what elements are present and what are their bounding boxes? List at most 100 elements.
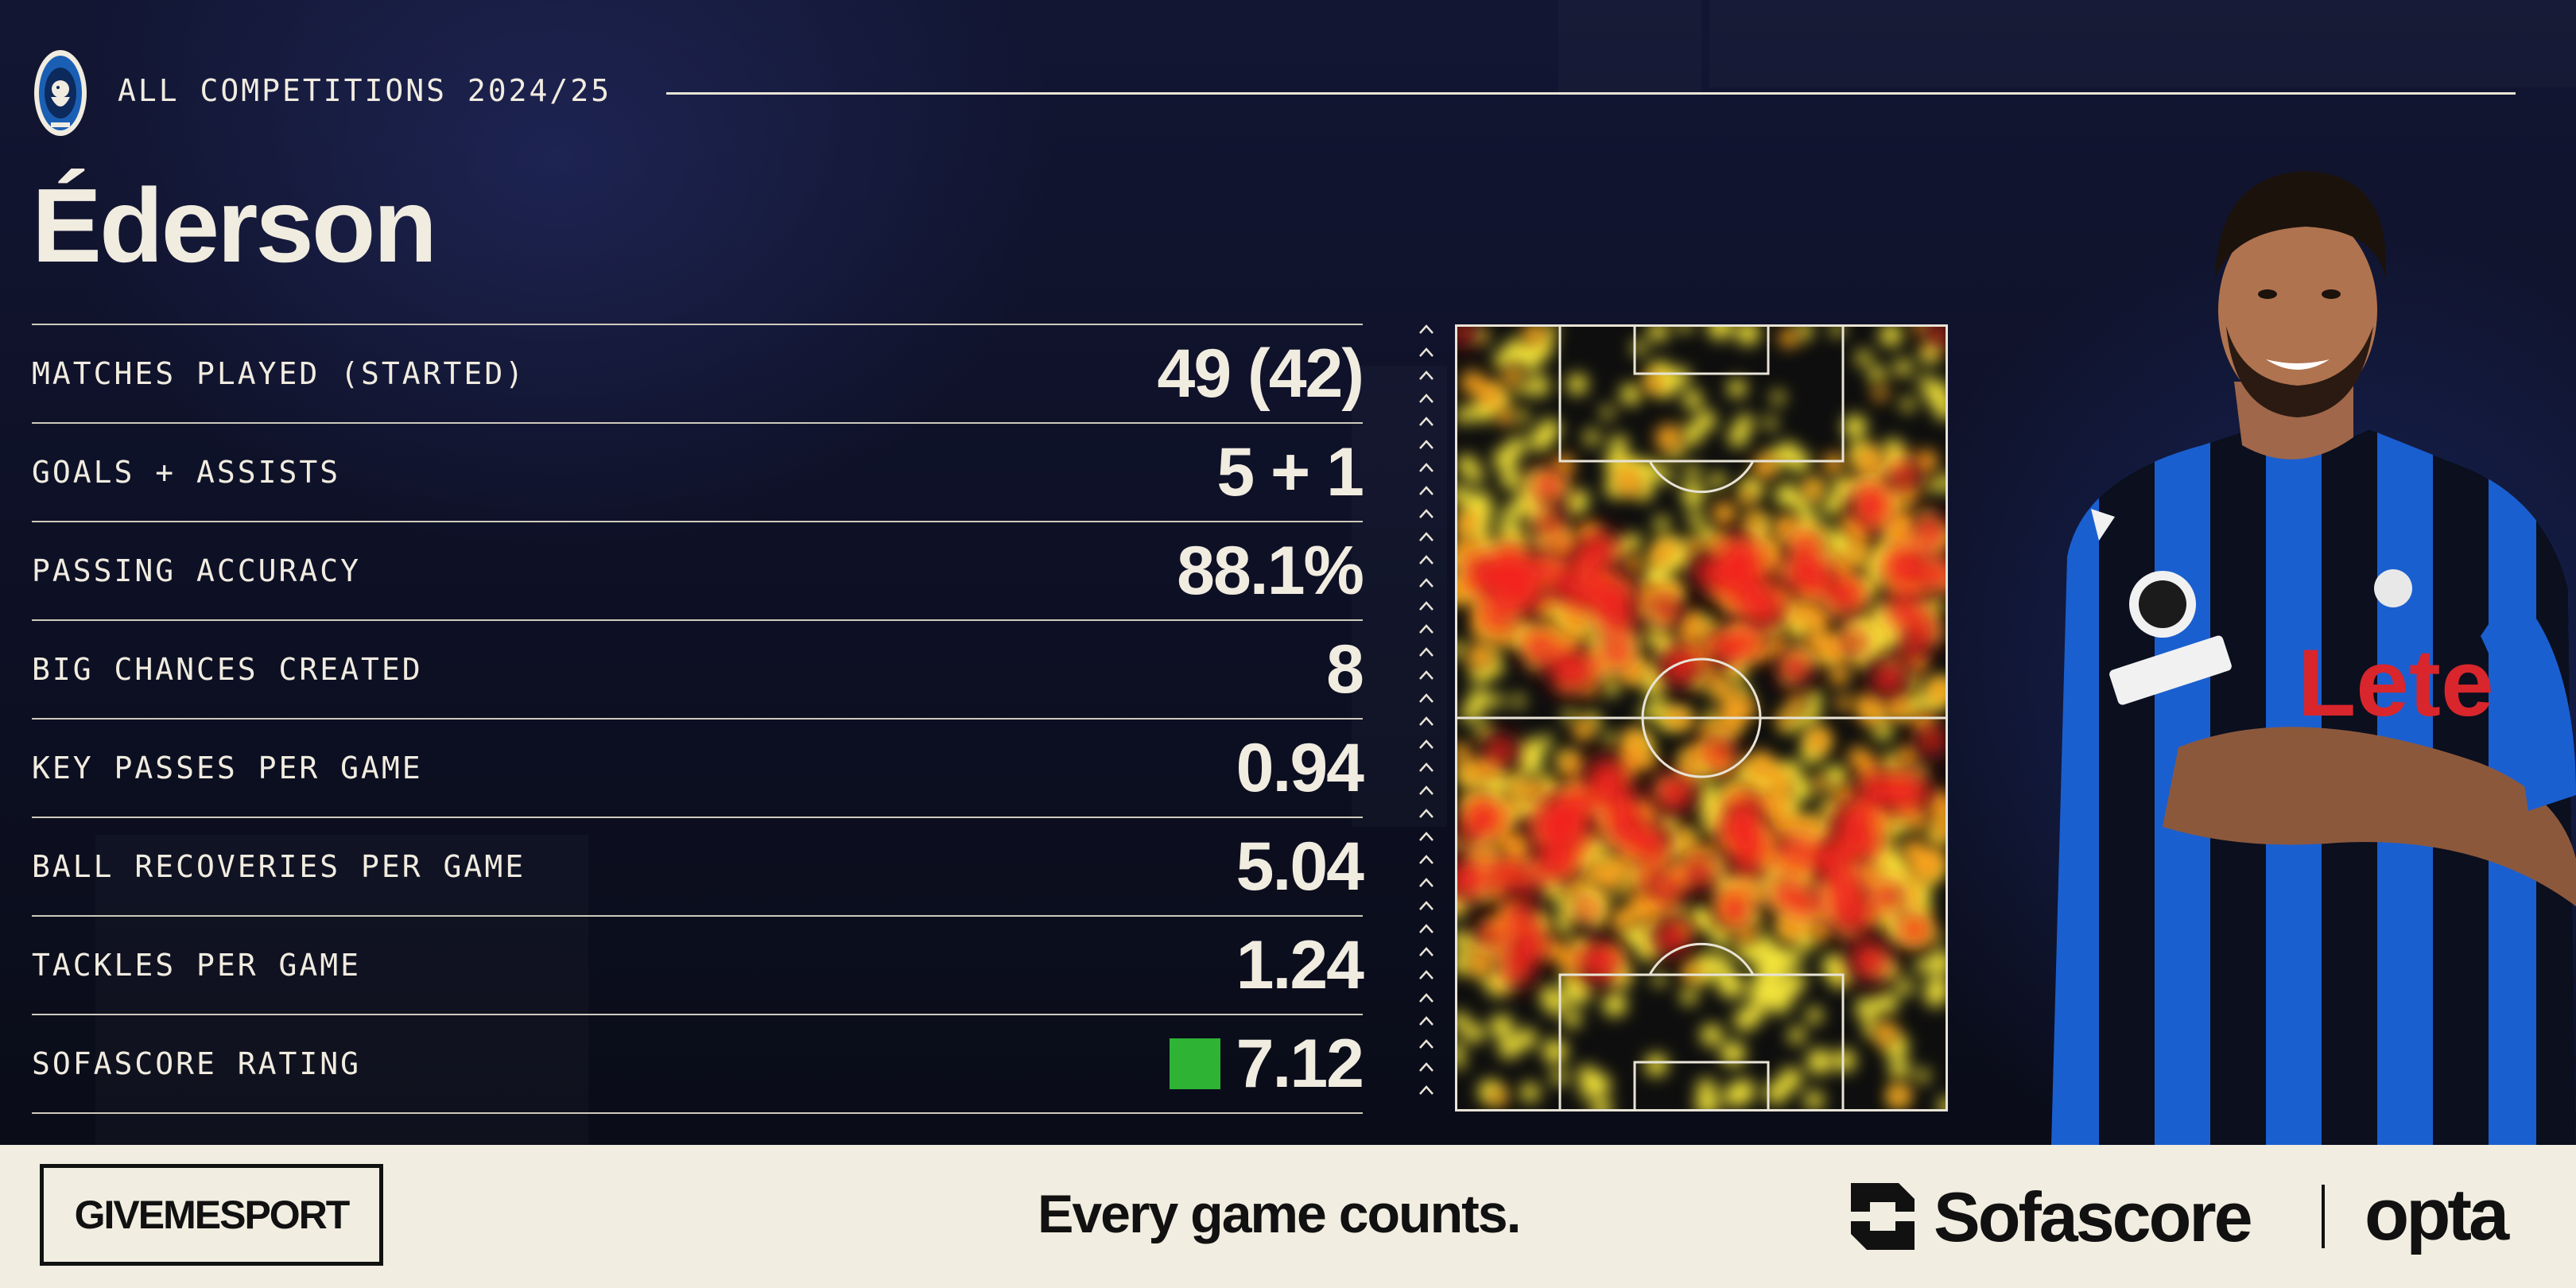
heat-spot: [1490, 1014, 1513, 1038]
heat-spot: [1500, 953, 1534, 986]
heat-spot: [1856, 350, 1872, 366]
heat-spot: [1736, 923, 1756, 945]
direction-chevron: [1419, 762, 1433, 772]
attack-direction-arrows-icon: [1419, 324, 1433, 1095]
stat-row-matches: MATCHES PLAYED (STARTED) 49 (42): [32, 324, 1364, 422]
heat-spot: [1794, 890, 1823, 920]
heat-spot: [1687, 537, 1703, 553]
heat-spot: [1739, 488, 1755, 504]
heat-spot: [1736, 324, 1760, 345]
direction-chevron: [1419, 417, 1433, 426]
heat-spot: [1847, 541, 1870, 564]
heat-spot: [1779, 1068, 1802, 1091]
heat-spot: [1880, 324, 1903, 347]
stat-row-rating: SOFASCORE RATING 7.12: [32, 1014, 1364, 1114]
heat-spot: [1830, 324, 1845, 336]
heat-spot: [1710, 630, 1747, 666]
heat-spot: [1705, 738, 1733, 766]
heat-spot: [1705, 709, 1719, 724]
heat-spot: [1578, 941, 1620, 982]
heat-spot: [1498, 520, 1519, 541]
heat-spot: [1891, 858, 1915, 881]
stats-table: MATCHES PLAYED (STARTED) 49 (42) GOALS +…: [32, 324, 1364, 1114]
heat-spot: [1848, 747, 1871, 769]
heat-spot: [1889, 460, 1918, 489]
direction-chevron: [1419, 924, 1433, 933]
heat-spot: [1843, 415, 1867, 439]
heat-spot: [1517, 868, 1541, 893]
heat-spot: [1558, 751, 1583, 776]
heat-spot: [1624, 533, 1642, 552]
direction-chevron: [1419, 1085, 1433, 1095]
heat-spot: [1685, 857, 1716, 888]
heat-spot: [1721, 533, 1761, 573]
heat-spot: [1465, 1023, 1484, 1043]
heat-spot: [1770, 770, 1792, 792]
heat-spot: [1603, 992, 1627, 1017]
heat-spot: [1505, 338, 1529, 362]
player-photo: Lete: [2051, 171, 2576, 1145]
direction-chevron: [1419, 394, 1433, 403]
heat-spot: [1591, 1098, 1612, 1111]
heat-spot: [1476, 381, 1503, 407]
heat-spot: [1455, 642, 1466, 658]
sofascore-logo-icon: [1851, 1183, 1915, 1250]
heat-spot: [1620, 384, 1641, 405]
heat-spot: [1499, 802, 1517, 820]
heat-spot: [1551, 885, 1567, 901]
heat-spot: [1455, 859, 1488, 900]
heat-spot: [1924, 976, 1948, 1002]
heat-spot: [1802, 479, 1824, 500]
stat-label: GOALS + ASSISTS: [32, 455, 341, 490]
heat-spot: [1643, 372, 1665, 393]
heat-spot: [1553, 454, 1575, 476]
heat-spot: [1818, 526, 1835, 543]
heat-spot: [1922, 479, 1936, 492]
heat-spot: [1700, 664, 1717, 680]
heat-spot: [1909, 863, 1929, 883]
heat-spot: [1804, 1091, 1824, 1110]
stat-value: 5.04: [1236, 828, 1364, 905]
heat-spot: [1872, 386, 1888, 402]
heat-spot: [1507, 900, 1536, 929]
heat-spot: [1559, 947, 1586, 974]
heat-spot: [1829, 555, 1851, 578]
competition-label: ALL COMPETITIONS 2024/25: [118, 73, 612, 108]
heat-spot: [1779, 954, 1793, 968]
heat-spot: [1466, 799, 1503, 836]
heat-spot: [1794, 324, 1813, 339]
heat-spot: [1723, 685, 1738, 701]
direction-chevron: [1419, 509, 1433, 518]
stat-label: PASSING ACCURACY: [32, 553, 362, 588]
heat-spot: [1796, 814, 1819, 837]
heat-spot: [1606, 875, 1623, 892]
heat-spot: [1823, 765, 1848, 789]
heat-spot: [1652, 596, 1682, 625]
heat-spot: [1628, 889, 1651, 913]
heat-spot: [1457, 455, 1477, 475]
heat-spot: [1856, 997, 1879, 1020]
heat-spot: [1887, 592, 1922, 628]
heat-spot: [1858, 701, 1884, 726]
direction-chevron: [1419, 670, 1433, 680]
heat-spot: [1604, 732, 1618, 746]
heat-spot: [1754, 934, 1775, 955]
heat-spot: [1887, 1084, 1911, 1108]
heat-spot: [1866, 573, 1884, 591]
heat-spot: [1936, 473, 1948, 493]
heat-spot: [1922, 340, 1941, 359]
heat-spot: [1780, 486, 1800, 505]
heat-spot: [1757, 846, 1782, 870]
heat-spot: [1645, 1053, 1668, 1077]
stat-label: KEY PASSES PER GAME: [32, 751, 423, 786]
heat-spot: [1913, 515, 1946, 549]
heat-spot: [1755, 954, 1776, 974]
heat-spot: [1710, 855, 1728, 872]
heat-spot: [1789, 623, 1806, 640]
heat-spot: [1603, 679, 1620, 696]
heat-spot: [1876, 992, 1898, 1014]
heat-spot: [1489, 858, 1523, 891]
direction-chevron: [1419, 324, 1433, 334]
heat-spot: [1602, 637, 1634, 669]
stat-value: 5 + 1: [1216, 433, 1364, 510]
